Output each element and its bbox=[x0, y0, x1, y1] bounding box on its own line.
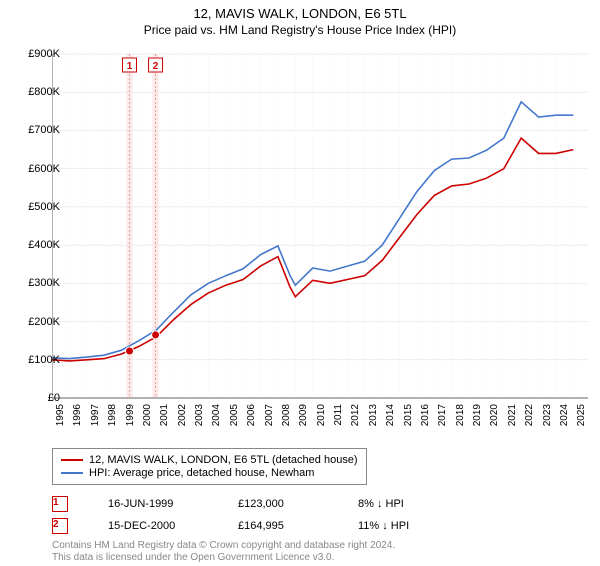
legend-item: 12, MAVIS WALK, LONDON, E6 5TL (detached… bbox=[61, 454, 358, 466]
x-tick-label: 2015 bbox=[403, 404, 414, 426]
y-tick-label: £900K bbox=[28, 48, 60, 60]
x-tick-label: 2008 bbox=[281, 404, 292, 426]
x-tick-label: 2014 bbox=[385, 404, 396, 426]
attribution-line: This data is licensed under the Open Gov… bbox=[52, 552, 395, 564]
x-tick-label: 2003 bbox=[194, 404, 205, 426]
x-tick-label: 1997 bbox=[90, 404, 101, 426]
x-tick-label: 2009 bbox=[298, 404, 309, 426]
chart-title: 12, MAVIS WALK, LONDON, E6 5TL bbox=[0, 6, 600, 21]
tx-date: 15-DEC-2000 bbox=[108, 520, 198, 532]
x-tick-label: 2025 bbox=[576, 404, 587, 426]
legend-swatch bbox=[61, 472, 83, 474]
table-row: 2 15-DEC-2000 £164,995 11% ↓ HPI bbox=[52, 518, 588, 534]
chart-subtitle: Price paid vs. HM Land Registry's House … bbox=[0, 23, 600, 37]
x-tick-label: 2022 bbox=[524, 404, 535, 426]
y-tick-label: £0 bbox=[48, 392, 60, 404]
legend-label: HPI: Average price, detached house, Newh… bbox=[89, 467, 314, 479]
x-tick-label: 2001 bbox=[159, 404, 170, 426]
x-tick-label: 2000 bbox=[142, 404, 153, 426]
marker-badge: 2 bbox=[52, 518, 68, 534]
x-tick-label: 2020 bbox=[489, 404, 500, 426]
x-tick-label: 2016 bbox=[420, 404, 431, 426]
tx-price: £123,000 bbox=[238, 498, 318, 510]
attribution-text: Contains HM Land Registry data © Crown c… bbox=[52, 540, 395, 564]
x-tick-label: 2007 bbox=[264, 404, 275, 426]
y-tick-label: £600K bbox=[28, 163, 60, 175]
x-tick-label: 2012 bbox=[350, 404, 361, 426]
x-tick-label: 2004 bbox=[211, 404, 222, 426]
svg-text:2: 2 bbox=[153, 61, 159, 72]
x-tick-label: 1998 bbox=[107, 404, 118, 426]
y-tick-label: £100K bbox=[28, 354, 60, 366]
legend-swatch bbox=[61, 459, 83, 461]
x-tick-label: 2023 bbox=[542, 404, 553, 426]
marker-badge: 1 bbox=[52, 496, 68, 512]
svg-text:1: 1 bbox=[127, 61, 133, 72]
x-tick-label: 2019 bbox=[472, 404, 483, 426]
attribution-line: Contains HM Land Registry data © Crown c… bbox=[52, 540, 395, 552]
legend-box: 12, MAVIS WALK, LONDON, E6 5TL (detached… bbox=[52, 448, 367, 485]
x-tick-label: 2017 bbox=[437, 404, 448, 426]
tx-delta: 11% ↓ HPI bbox=[358, 520, 409, 532]
x-tick-label: 1999 bbox=[125, 404, 136, 426]
legend-label: 12, MAVIS WALK, LONDON, E6 5TL (detached… bbox=[89, 454, 358, 466]
x-tick-label: 2002 bbox=[177, 404, 188, 426]
tx-delta: 8% ↓ HPI bbox=[358, 498, 404, 510]
x-tick-label: 1996 bbox=[72, 404, 83, 426]
y-tick-label: £800K bbox=[28, 86, 60, 98]
tx-price: £164,995 bbox=[238, 520, 318, 532]
tx-date: 16-JUN-1999 bbox=[108, 498, 198, 510]
x-tick-label: 2011 bbox=[333, 404, 344, 426]
x-tick-label: 2010 bbox=[316, 404, 327, 426]
x-tick-label: 2018 bbox=[455, 404, 466, 426]
x-tick-label: 2024 bbox=[559, 404, 570, 426]
x-tick-label: 2013 bbox=[368, 404, 379, 426]
y-tick-label: £200K bbox=[28, 316, 60, 328]
x-tick-label: 2005 bbox=[229, 404, 240, 426]
chart-container: 12, MAVIS WALK, LONDON, E6 5TL Price pai… bbox=[0, 6, 600, 566]
table-row: 1 16-JUN-1999 £123,000 8% ↓ HPI bbox=[52, 496, 588, 512]
legend-item: HPI: Average price, detached house, Newh… bbox=[61, 467, 358, 479]
chart-svg: 12 bbox=[52, 50, 588, 402]
transaction-table: 1 16-JUN-1999 £123,000 8% ↓ HPI 2 15-DEC… bbox=[52, 496, 588, 540]
y-tick-label: £300K bbox=[28, 277, 60, 289]
y-tick-label: £500K bbox=[28, 201, 60, 213]
x-tick-label: 1995 bbox=[55, 404, 66, 426]
x-tick-label: 2021 bbox=[507, 404, 518, 426]
y-tick-label: £400K bbox=[28, 239, 60, 251]
y-tick-label: £700K bbox=[28, 124, 60, 136]
chart-plot-area: 12 bbox=[52, 50, 588, 402]
x-tick-label: 2006 bbox=[246, 404, 257, 426]
